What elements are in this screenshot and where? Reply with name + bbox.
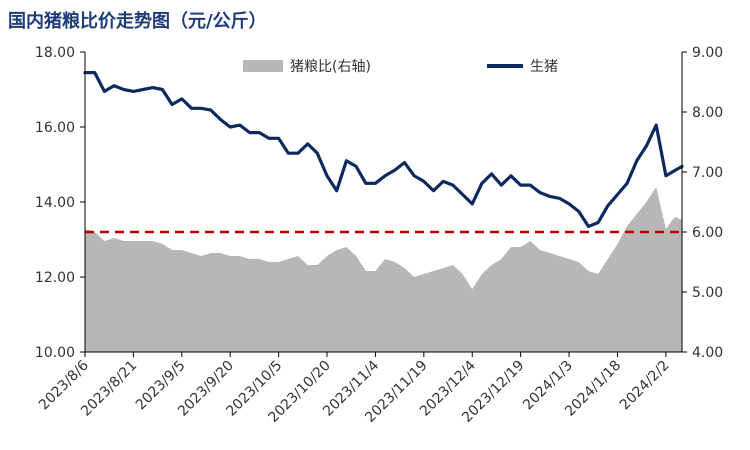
series-line-hog bbox=[83, 70, 684, 228]
x-axis-ticks: 2023/8/62023/8/212023/9/52023/9/202023/1… bbox=[36, 352, 673, 426]
right-tick-label: 5.00 bbox=[692, 285, 723, 301]
right-tick-label: 6.00 bbox=[692, 225, 723, 241]
left-tick-label: 10.00 bbox=[35, 345, 75, 361]
legend-label-hog: 生猪 bbox=[530, 59, 558, 75]
right-tick-label: 8.00 bbox=[692, 105, 723, 121]
left-axis-ticks: 10.00 12.00 14.00 16.00 18.00 bbox=[35, 45, 85, 361]
area-layer bbox=[85, 187, 682, 352]
legend-label-ratio: 猪粮比(右轴) bbox=[290, 59, 371, 75]
left-tick-label: 14.00 bbox=[35, 195, 75, 211]
right-tick-label: 4.00 bbox=[692, 345, 723, 361]
line-layer bbox=[83, 70, 684, 228]
legend: 猪粮比(右轴) 生猪 bbox=[243, 59, 558, 75]
right-tick-label: 9.00 bbox=[692, 45, 723, 61]
x-tick-label: 2024/2/2 bbox=[617, 358, 673, 414]
chart-title: 国内猪粮比价走势图（元/公斤） bbox=[8, 10, 267, 32]
left-tick-label: 12.00 bbox=[35, 270, 75, 286]
right-tick-label: 7.00 bbox=[692, 165, 723, 181]
left-tick-label: 16.00 bbox=[35, 120, 75, 136]
plot-area bbox=[83, 70, 684, 352]
legend-swatch-ratio bbox=[243, 60, 283, 72]
left-tick-label: 18.00 bbox=[35, 45, 75, 61]
series-area-ratio bbox=[85, 187, 682, 352]
right-axis-ticks: 4.00 5.00 6.00 7.00 8.00 9.00 bbox=[682, 45, 723, 361]
